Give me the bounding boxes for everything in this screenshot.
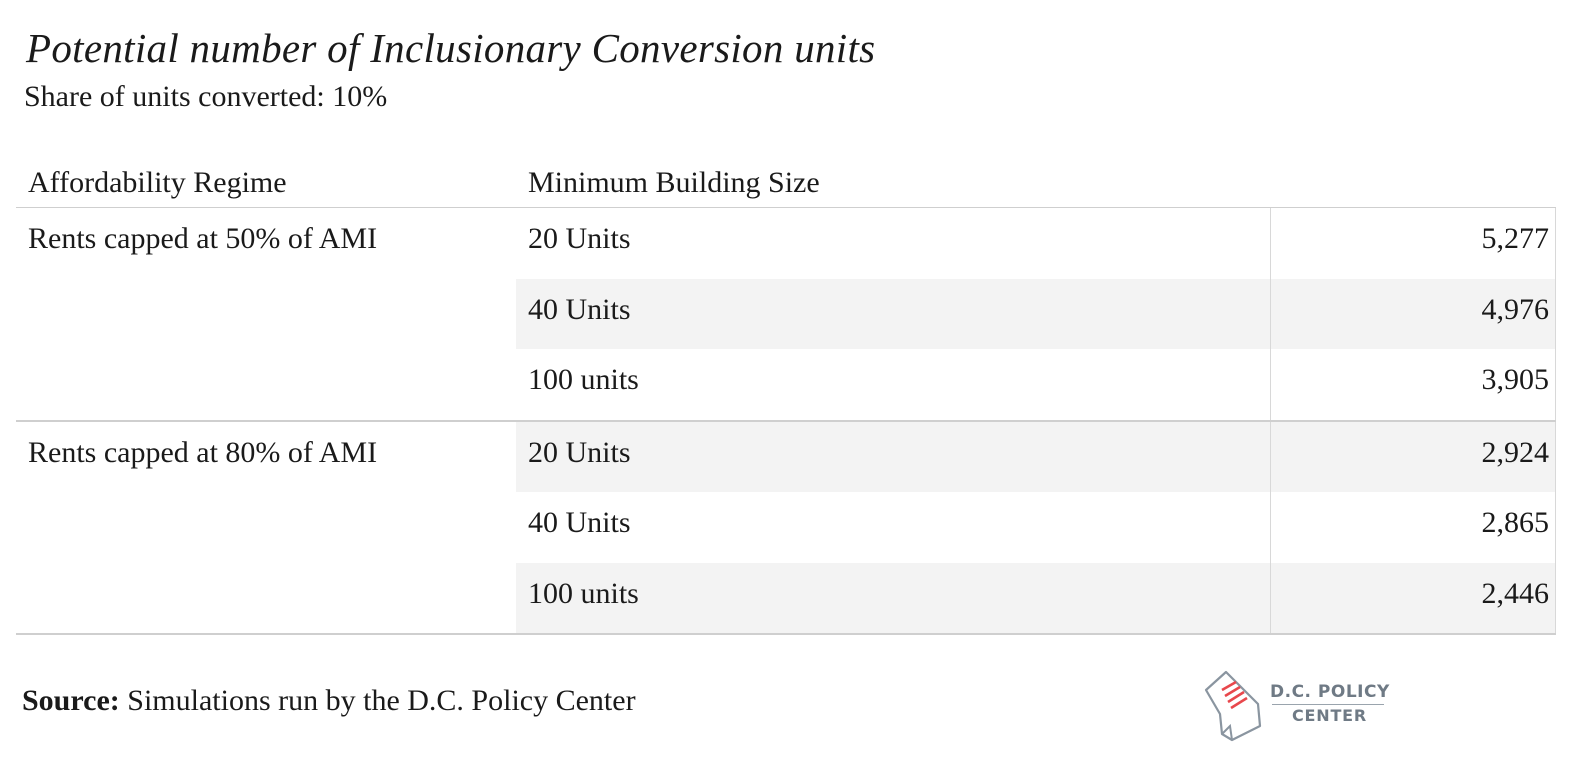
building-size-cell: 20 Units	[528, 435, 631, 469]
units-value-cell: 2,865	[1481, 506, 1550, 539]
units-value-cell: 4,976	[1481, 292, 1550, 326]
table-row: 20 Units 2,924	[516, 421, 1556, 492]
chart-subtitle: Share of units converted: 10%	[24, 80, 388, 113]
logo-text-line1: D.C. POLICY	[1270, 682, 1390, 702]
column-divider	[1270, 562, 1271, 633]
building-size-cell: 20 Units	[528, 222, 631, 255]
building-size-cell: 40 Units	[528, 506, 631, 539]
data-table: Affordability Regime Minimum Building Si…	[16, 160, 1556, 635]
header-minimum-building-size: Minimum Building Size	[528, 166, 820, 199]
units-value-cell: 3,905	[1481, 363, 1550, 396]
table-group-80-ami: Rents capped at 80% of AMI 20 Units 2,92…	[16, 421, 1556, 635]
table-header: Affordability Regime Minimum Building Si…	[16, 160, 1556, 208]
building-size-cell: 40 Units	[528, 292, 631, 326]
units-value-cell: 2,924	[1481, 435, 1550, 469]
table-row: 40 Units 2,865	[516, 492, 1556, 563]
building-size-cell: 100 units	[528, 363, 639, 396]
building-size-cell: 100 units	[528, 576, 639, 610]
table-row: 20 Units 5,277	[516, 208, 1556, 279]
source-text: Simulations run by the D.C. Policy Cente…	[127, 684, 636, 717]
dc-map-document-icon	[1204, 670, 1262, 742]
column-divider	[1270, 349, 1271, 420]
column-divider	[1270, 421, 1271, 492]
regime-label: Rents capped at 50% of AMI	[28, 222, 378, 255]
units-value-cell: 5,277	[1481, 222, 1550, 255]
header-affordability-regime: Affordability Regime	[28, 166, 287, 199]
source-note: Source: Simulations run by the D.C. Poli…	[22, 684, 636, 718]
source-label: Source:	[22, 684, 120, 717]
regime-label: Rents capped at 80% of AMI	[28, 435, 378, 469]
logo-divider	[1272, 704, 1384, 705]
logo-text-line2: CENTER	[1292, 706, 1368, 725]
table-row: 40 Units 4,976	[516, 278, 1556, 349]
column-divider	[1270, 492, 1271, 563]
units-value-cell: 2,446	[1481, 576, 1550, 610]
table-group-50-ami: Rents capped at 50% of AMI 20 Units 5,27…	[16, 208, 1556, 422]
table-row: 100 units 3,905	[516, 349, 1556, 420]
table-row: 100 units 2,446	[516, 562, 1556, 633]
dc-policy-center-logo: D.C. POLICY CENTER	[1200, 664, 1390, 746]
column-divider	[1270, 278, 1271, 349]
chart-title: Potential number of Inclusionary Convers…	[26, 25, 876, 71]
column-divider	[1270, 208, 1271, 279]
